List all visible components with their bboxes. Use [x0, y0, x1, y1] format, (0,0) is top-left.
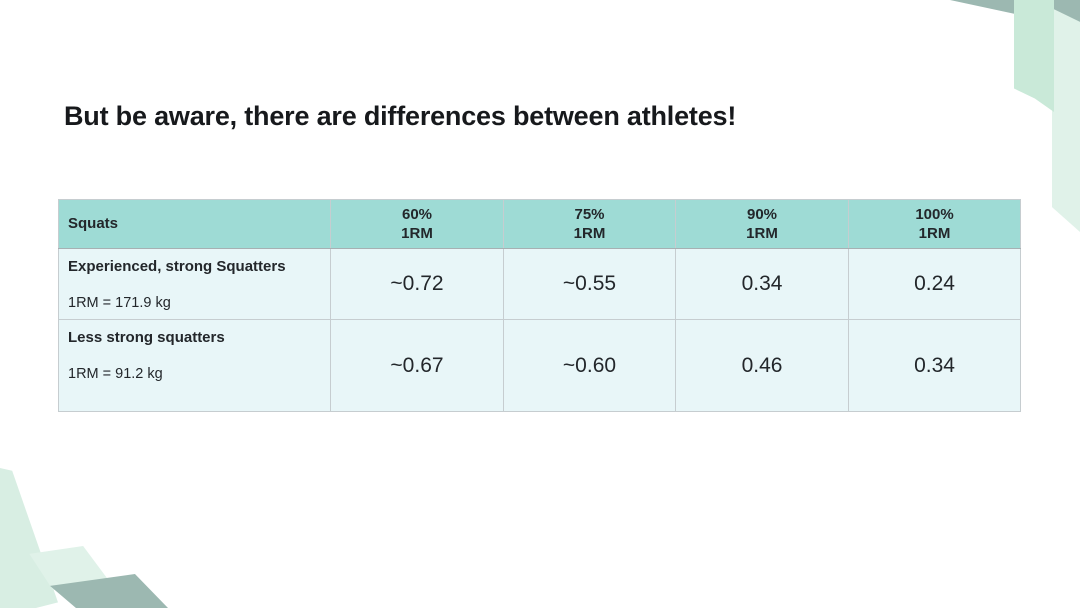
row-label-cell: Less strong squatters 1RM = 91.2 kg — [58, 319, 331, 412]
header-rm-label: 1RM — [401, 225, 433, 242]
value-cell: 0.34 — [848, 319, 1021, 412]
top-right-mint-band-decoration — [1014, 0, 1054, 112]
header-pct-label: 60% — [401, 205, 433, 223]
value-cell: ~0.72 — [330, 248, 504, 320]
header-pct-label: 75% — [574, 205, 605, 223]
table-header-row: Squats 60% 1RM 75% 1RM 90% 1RM 100% 1RM — [58, 199, 1021, 249]
table-row-experienced-squatters: Experienced, strong Squatters 1RM = 171.… — [58, 248, 1021, 320]
header-pct-label: 90% — [746, 205, 778, 223]
table-header-60-1rm: 60% 1RM — [330, 199, 504, 249]
value-cell: 0.34 — [675, 248, 849, 320]
row-label-cell: Experienced, strong Squatters 1RM = 171.… — [58, 248, 331, 320]
value-cell: 0.24 — [848, 248, 1021, 320]
value-cell: ~0.60 — [503, 319, 676, 412]
top-right-pale-band-decoration — [1052, 8, 1080, 232]
value-cell: ~0.67 — [330, 319, 504, 412]
value-cell: 0.46 — [675, 319, 849, 412]
table-row-less-strong-squatters: Less strong squatters 1RM = 91.2 kg ~0.6… — [58, 319, 1021, 412]
row-1rm-value: 1RM = 171.9 kg — [68, 295, 171, 311]
header-rm-label: 1RM — [918, 225, 951, 242]
slide-title: But be aware, there are differences betw… — [64, 101, 737, 131]
row-name: Experienced, strong Squatters — [68, 258, 286, 275]
header-rm-label: 1RM — [573, 225, 606, 242]
value-cell: ~0.55 — [503, 248, 676, 320]
row-name: Less strong squatters — [68, 329, 225, 346]
header-rm-label: 1RM — [746, 225, 778, 242]
table-header-75-1rm: 75% 1RM — [503, 199, 676, 249]
table-header-100-1rm: 100% 1RM — [848, 199, 1021, 249]
squat-coefficients-table: Squats 60% 1RM 75% 1RM 90% 1RM 100% 1RM — [58, 199, 1021, 412]
table-header-squats: Squats — [58, 199, 331, 249]
bottom-left-stripe-decoration — [0, 468, 58, 608]
header-pct-label: 100% — [915, 205, 954, 223]
table-header-90-1rm: 90% 1RM — [675, 199, 849, 249]
row-1rm-value: 1RM = 91.2 kg — [68, 366, 163, 382]
